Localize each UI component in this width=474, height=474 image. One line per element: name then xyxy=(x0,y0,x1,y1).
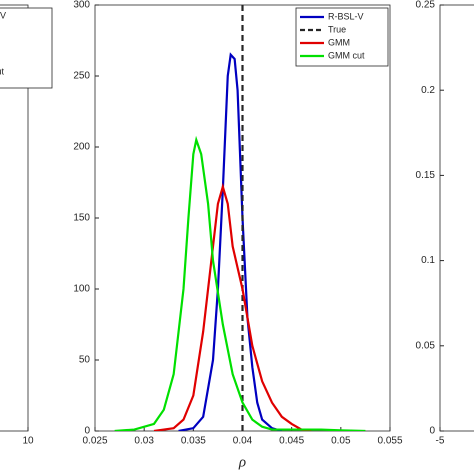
y-tick-label: 150 xyxy=(73,213,90,224)
x-tick-label: 0.035 xyxy=(181,436,206,447)
y-tick-label: 0.15 xyxy=(416,170,436,181)
axes-frame xyxy=(439,4,474,432)
legend-label: R-BSL-V xyxy=(328,11,364,21)
x-tick-label: -5 xyxy=(436,436,445,447)
x-tick-label: 0.025 xyxy=(82,436,107,447)
x-tick-label: 10 xyxy=(22,436,34,447)
axes-frame xyxy=(0,4,29,432)
y-tick-label: 100 xyxy=(73,284,90,295)
series-line xyxy=(114,135,366,431)
y-tick-label: 0.05 xyxy=(416,340,436,351)
x-tick-label: 0.045 xyxy=(279,436,304,447)
legend-label: cut xyxy=(0,66,5,76)
legend-label: L-V xyxy=(0,10,6,20)
series-line xyxy=(178,52,283,431)
y-tick-label: 50 xyxy=(79,355,91,366)
x-tick-label: 0.05 xyxy=(331,436,351,447)
y-tick-label: 0.25 xyxy=(416,0,436,11)
legend-label: GMM cut xyxy=(328,50,365,60)
plot-area xyxy=(114,5,366,431)
x-tick-label: 0.055 xyxy=(377,436,402,447)
y-tick-label: 0 xyxy=(429,426,435,437)
series-line xyxy=(153,182,312,431)
y-tick-label: 300 xyxy=(73,0,90,11)
legend-label: True xyxy=(328,24,346,34)
x-tick-label: 0.03 xyxy=(134,436,154,447)
legend-label: GMM xyxy=(328,37,350,47)
y-tick-label: 0.2 xyxy=(421,85,435,96)
y-tick-label: 200 xyxy=(73,142,90,153)
x-tick-label: 0.04 xyxy=(233,436,253,447)
x-axis-label: ρ xyxy=(238,454,246,470)
y-tick-label: 0.1 xyxy=(421,255,435,266)
y-tick-label: 250 xyxy=(73,71,90,82)
y-tick-label: 0 xyxy=(84,426,90,437)
legend-box xyxy=(0,7,53,89)
